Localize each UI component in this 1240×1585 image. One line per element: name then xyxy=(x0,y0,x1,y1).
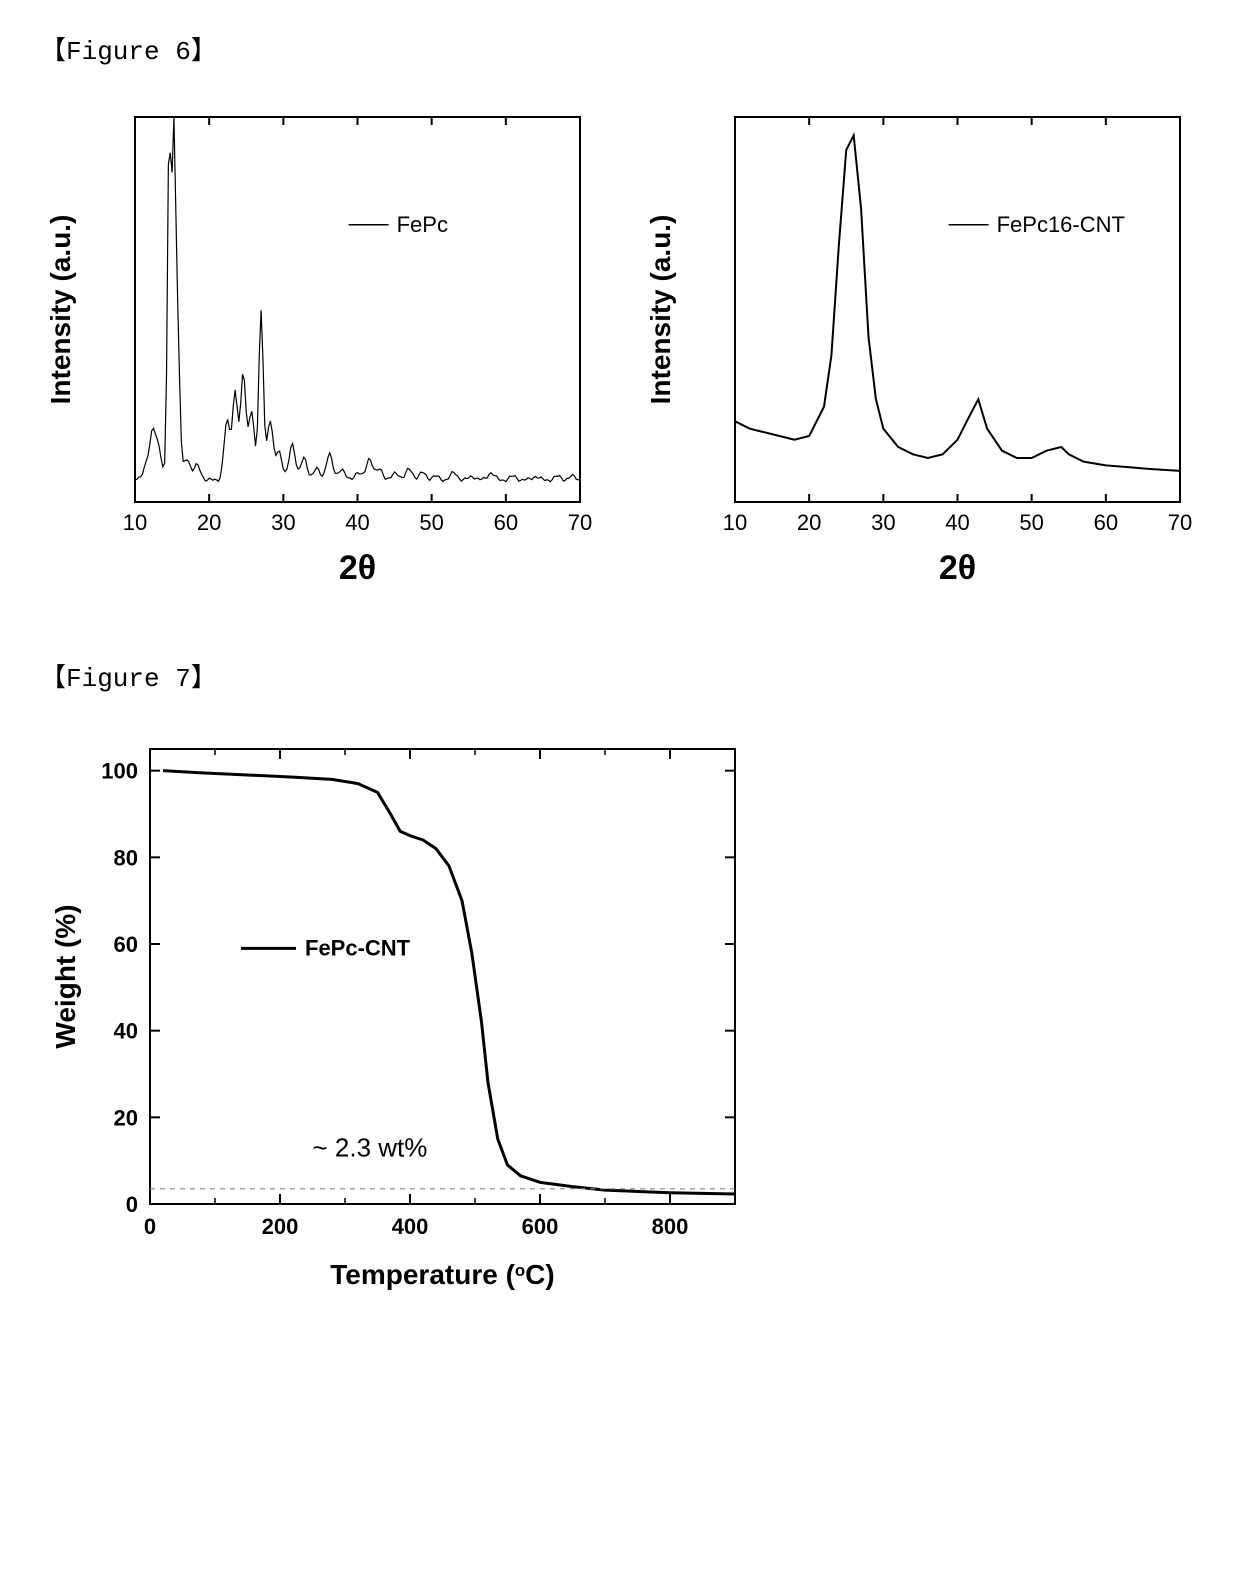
svg-text:30: 30 xyxy=(271,510,295,535)
svg-text:800: 800 xyxy=(652,1214,689,1239)
svg-text:20: 20 xyxy=(797,510,821,535)
svg-text:10: 10 xyxy=(723,510,747,535)
svg-text:Temperature (oC): Temperature (oC) xyxy=(330,1259,554,1290)
figure7-row: 0 200 400 600 800 0 20 40 60 80 100 Temperature (oC… xyxy=(40,724,1200,1304)
svg-text:40: 40 xyxy=(945,510,969,535)
svg-text:70: 70 xyxy=(568,510,592,535)
figure6-left-chart: 10 20 30 40 50 60 70 2θ Intensity (a.u.) FePc xyxy=(40,97,600,597)
svg-text:600: 600 xyxy=(522,1214,559,1239)
svg-text:~ 2.3 wt%: ~ 2.3 wt% xyxy=(313,1132,428,1162)
figure7-caption: 【Figure 7】 xyxy=(40,657,1200,694)
figure6-row: 10 20 30 40 50 60 70 2θ Intensity (a.u.) FePc 10 2… xyxy=(40,97,1200,597)
figure6-caption: 【Figure 6】 xyxy=(40,30,1200,67)
svg-text:80: 80 xyxy=(114,845,138,870)
svg-text:2θ: 2θ xyxy=(939,549,976,587)
svg-text:0: 0 xyxy=(144,1214,156,1239)
figure7-chart: 0 200 400 600 800 0 20 40 60 80 100 Temperature (oC… xyxy=(40,724,760,1304)
svg-text:30: 30 xyxy=(871,510,895,535)
svg-text:FePc16-CNT: FePc16-CNT xyxy=(997,212,1125,237)
svg-text:10: 10 xyxy=(123,510,147,535)
svg-text:400: 400 xyxy=(392,1214,429,1239)
svg-text:200: 200 xyxy=(262,1214,299,1239)
svg-text:50: 50 xyxy=(1019,510,1043,535)
svg-text:Intensity (a.u.): Intensity (a.u.) xyxy=(45,215,76,405)
svg-text:60: 60 xyxy=(1094,510,1118,535)
figure6-right-chart: 10 20 30 40 50 60 70 2θ Intensity (a.u.) FePc16-C… xyxy=(640,97,1200,597)
svg-text:40: 40 xyxy=(345,510,369,535)
svg-text:0: 0 xyxy=(126,1192,138,1217)
svg-text:20: 20 xyxy=(114,1105,138,1130)
svg-text:Intensity (a.u.): Intensity (a.u.) xyxy=(645,215,676,405)
svg-text:60: 60 xyxy=(114,932,138,957)
svg-text:20: 20 xyxy=(197,510,221,535)
svg-text:FePc-CNT: FePc-CNT xyxy=(305,935,411,960)
svg-text:FePc: FePc xyxy=(397,212,448,237)
svg-text:60: 60 xyxy=(494,510,518,535)
svg-text:100: 100 xyxy=(101,759,138,784)
svg-text:50: 50 xyxy=(419,510,443,535)
svg-text:70: 70 xyxy=(1168,510,1192,535)
svg-text:40: 40 xyxy=(114,1019,138,1044)
svg-text:2θ: 2θ xyxy=(339,549,376,587)
svg-text:Weight (%): Weight (%) xyxy=(50,904,81,1048)
